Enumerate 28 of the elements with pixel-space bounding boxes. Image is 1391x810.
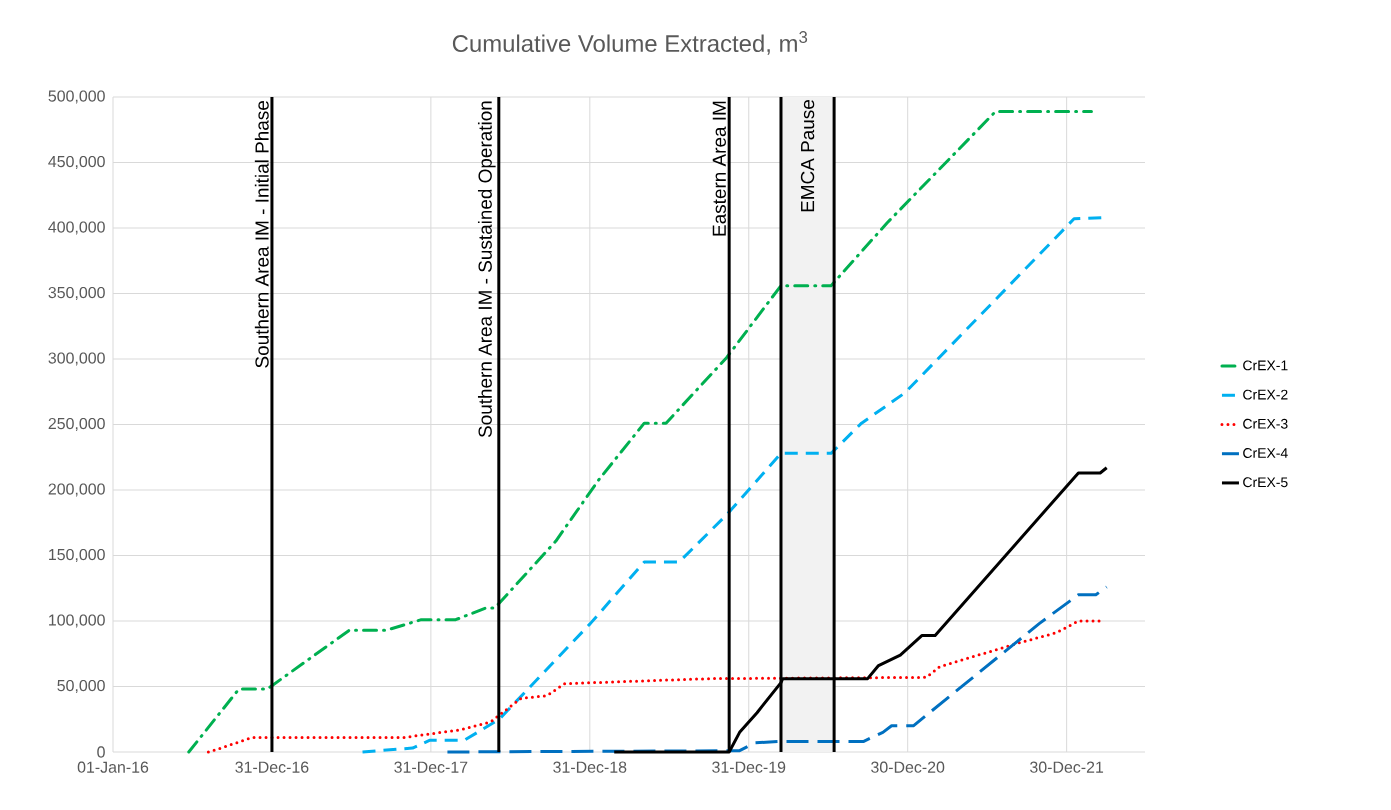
legend-label: CrEX-1 — [1243, 360, 1288, 371]
legend-label: CrEX-5 — [1243, 477, 1288, 488]
band-label: EMCA Pause — [800, 100, 815, 212]
y-tick-label: 0 — [97, 746, 105, 758]
y-tick-label: 150,000 — [49, 548, 105, 563]
y-tick-label: 100,000 — [49, 614, 105, 628]
x-tick-label: 31-Dec-16 — [235, 761, 309, 773]
x-tick-label: 30-Dec-21 — [1030, 761, 1104, 773]
legend-label: CrEX-2 — [1243, 389, 1288, 400]
ref-line-label: Southern Area IM - Initial Phase — [254, 101, 269, 368]
y-tick-label: 350,000 — [48, 286, 105, 301]
y-tick-label: 500,000 — [48, 90, 105, 104]
x-tick-label: 01-Jan-16 — [77, 761, 149, 773]
y-tick-label: 250,000 — [48, 417, 105, 432]
x-tick-label: 30-Dec-20 — [871, 761, 945, 773]
ref-line-label: Eastern Area IM — [712, 101, 726, 236]
ref-line-label: Southern Area IM - Sustained Operation — [477, 101, 496, 438]
x-tick-label: 31-Dec-17 — [394, 761, 468, 773]
y-tick-label: 300,000 — [48, 352, 105, 366]
x-tick-label: 31-Dec-18 — [553, 761, 627, 773]
legend-label: CrEX-4 — [1243, 448, 1288, 458]
legend-label: CrEX-3 — [1243, 418, 1288, 429]
y-tick-label: 450,000 — [48, 155, 105, 170]
x-tick-label: 31-Dec-19 — [712, 761, 786, 773]
y-tick-label: 400,000 — [48, 221, 105, 235]
y-tick-label: 200,000 — [48, 483, 105, 497]
y-tick-label: 50,000 — [57, 679, 105, 694]
chart-title: Cumulative Volume Extracted, m$^{3}$ — [452, 31, 808, 55]
